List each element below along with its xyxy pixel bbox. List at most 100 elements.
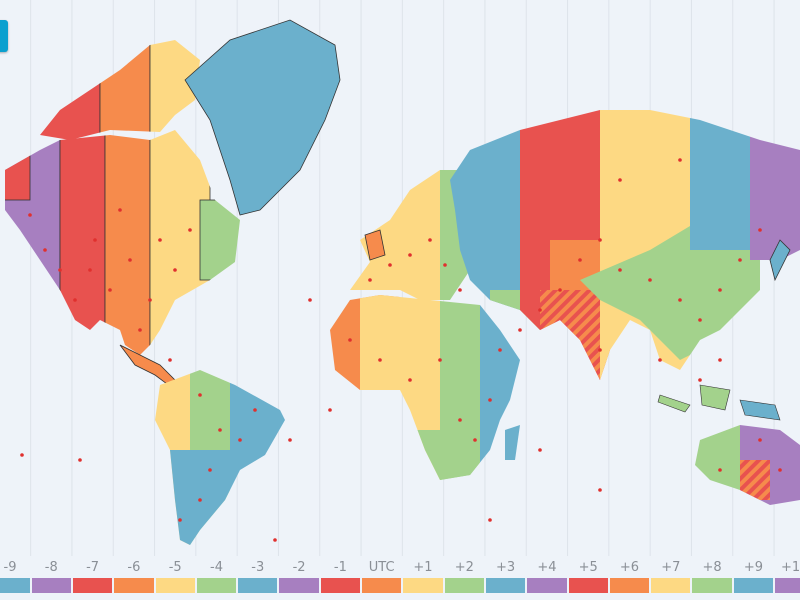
city-marker[interactable] — [208, 468, 212, 472]
city-marker[interactable] — [93, 238, 97, 242]
city-marker[interactable] — [438, 358, 442, 362]
city-marker[interactable] — [328, 408, 332, 412]
city-marker[interactable] — [368, 278, 372, 282]
city-marker[interactable] — [173, 268, 177, 272]
japan[interactable] — [769, 239, 791, 282]
city-marker[interactable] — [488, 398, 492, 402]
city-marker[interactable] — [738, 258, 742, 262]
city-marker[interactable] — [458, 288, 462, 292]
city-marker[interactable] — [428, 238, 432, 242]
legend-item[interactable]: UTC — [361, 556, 402, 600]
australia[interactable] — [690, 420, 800, 520]
city-marker[interactable] — [308, 298, 312, 302]
city-marker[interactable] — [488, 518, 492, 522]
city-marker[interactable] — [598, 238, 602, 242]
city-marker[interactable] — [778, 468, 782, 472]
city-marker[interactable] — [718, 358, 722, 362]
city-marker[interactable] — [198, 498, 202, 502]
city-marker[interactable] — [718, 288, 722, 292]
legend-item[interactable]: +9 — [733, 556, 774, 600]
city-marker[interactable] — [578, 258, 582, 262]
legend-item[interactable]: -6 — [113, 556, 154, 600]
city-marker[interactable] — [73, 298, 77, 302]
city-marker[interactable] — [118, 208, 122, 212]
city-marker[interactable] — [498, 348, 502, 352]
city-marker[interactable] — [20, 453, 24, 457]
city-marker[interactable] — [618, 178, 622, 182]
city-marker[interactable] — [538, 308, 542, 312]
city-marker[interactable] — [678, 158, 682, 162]
city-marker[interactable] — [598, 348, 602, 352]
city-marker[interactable] — [558, 288, 562, 292]
madagascar[interactable] — [505, 425, 520, 460]
legend-item[interactable]: -3 — [237, 556, 278, 600]
legend-item[interactable]: +4 — [526, 556, 567, 600]
city-marker[interactable] — [148, 298, 152, 302]
world-timezone-map[interactable] — [0, 0, 800, 556]
legend-item[interactable]: -2 — [278, 556, 319, 600]
city-marker[interactable] — [348, 338, 352, 342]
city-marker[interactable] — [618, 268, 622, 272]
legend-swatch — [320, 578, 361, 593]
city-marker[interactable] — [273, 538, 277, 542]
south-america[interactable] — [150, 360, 290, 556]
city-marker[interactable] — [253, 408, 257, 412]
city-marker[interactable] — [648, 278, 652, 282]
city-marker[interactable] — [88, 268, 92, 272]
city-marker[interactable] — [758, 438, 762, 442]
city-marker[interactable] — [458, 418, 462, 422]
legend-item[interactable]: -4 — [196, 556, 237, 600]
legend-item[interactable]: -9 — [0, 556, 31, 600]
city-marker[interactable] — [408, 253, 412, 257]
city-marker[interactable] — [678, 298, 682, 302]
city-marker[interactable] — [538, 448, 542, 452]
city-marker[interactable] — [518, 328, 522, 332]
legend-item[interactable]: +7 — [650, 556, 691, 600]
city-marker[interactable] — [378, 358, 382, 362]
africa[interactable] — [320, 290, 530, 490]
legend-label: +2 — [454, 560, 474, 575]
legend-item[interactable]: -8 — [31, 556, 72, 600]
menu-button[interactable] — [0, 20, 8, 52]
city-marker[interactable] — [388, 263, 392, 267]
legend-item[interactable]: +1 — [402, 556, 443, 600]
legend-item[interactable]: +6 — [609, 556, 650, 600]
city-marker[interactable] — [188, 228, 192, 232]
city-marker[interactable] — [718, 468, 722, 472]
city-marker[interactable] — [698, 378, 702, 382]
city-marker[interactable] — [288, 438, 292, 442]
city-marker[interactable] — [168, 358, 172, 362]
legend-item[interactable]: +5 — [568, 556, 609, 600]
city-marker[interactable] — [408, 378, 412, 382]
city-marker[interactable] — [28, 213, 32, 217]
city-marker[interactable] — [443, 263, 447, 267]
city-marker[interactable] — [238, 438, 242, 442]
legend-item[interactable]: -5 — [155, 556, 196, 600]
city-marker[interactable] — [758, 228, 762, 232]
legend-item[interactable]: +3 — [485, 556, 526, 600]
legend-item[interactable]: +10 — [774, 556, 800, 600]
legend-item[interactable]: +8 — [691, 556, 732, 600]
city-marker[interactable] — [128, 258, 132, 262]
city-marker[interactable] — [198, 393, 202, 397]
city-marker[interactable] — [78, 458, 82, 462]
greenland[interactable] — [184, 19, 341, 216]
city-markers — [20, 158, 782, 542]
city-marker[interactable] — [658, 358, 662, 362]
legend-item[interactable]: -7 — [72, 556, 113, 600]
city-marker[interactable] — [43, 248, 47, 252]
city-marker[interactable] — [158, 238, 162, 242]
legend-item[interactable]: -1 — [320, 556, 361, 600]
legend-item[interactable]: +2 — [444, 556, 485, 600]
city-marker[interactable] — [138, 328, 142, 332]
great-britain[interactable] — [364, 229, 386, 261]
city-marker[interactable] — [178, 518, 182, 522]
legend-swatch — [692, 578, 732, 593]
city-marker[interactable] — [218, 428, 222, 432]
city-marker[interactable] — [473, 438, 477, 442]
city-marker[interactable] — [698, 318, 702, 322]
indonesia[interactable] — [657, 384, 781, 421]
city-marker[interactable] — [58, 268, 62, 272]
city-marker[interactable] — [108, 288, 112, 292]
city-marker[interactable] — [598, 488, 602, 492]
